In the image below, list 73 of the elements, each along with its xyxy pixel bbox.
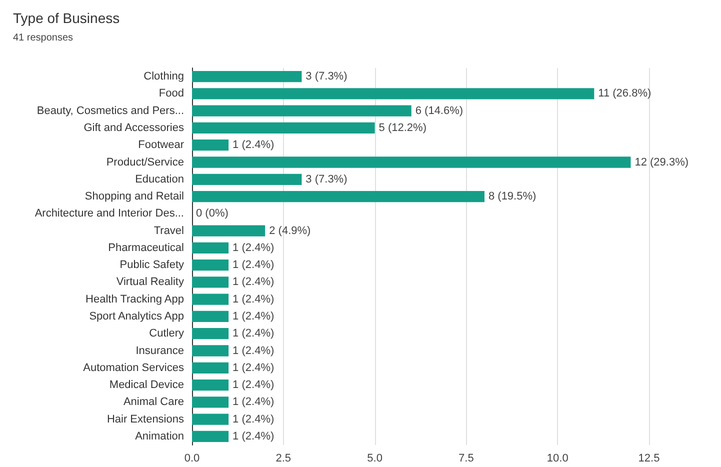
y-tick-label: Shopping and Retail xyxy=(84,190,184,203)
text: 41 responses xyxy=(13,32,74,44)
bar xyxy=(192,396,229,408)
data-label: 2 (4.9%) xyxy=(269,224,311,237)
bar xyxy=(192,140,229,151)
data-label: 1 (2.4%) xyxy=(232,413,274,426)
y-tick-label: Travel xyxy=(154,224,184,237)
y-tick-label: Education xyxy=(135,173,184,186)
bar xyxy=(192,379,229,391)
y-tick-label: Sport Analytics App xyxy=(89,310,184,322)
data-label: 1 (2.4%) xyxy=(232,259,274,272)
y-tick-label: Architecture and Interior Des... xyxy=(34,208,184,220)
bar xyxy=(192,88,594,100)
x-tick-label: 10.0 xyxy=(546,452,568,464)
x-tick-label: 2.5 xyxy=(276,452,292,464)
bar xyxy=(192,276,229,288)
x-tick-label: 7.5 xyxy=(458,452,474,464)
x-tick-label: 12.5 xyxy=(638,452,660,464)
data-label: 1 (2.4%) xyxy=(232,328,274,340)
data-label: 1 (2.4%) xyxy=(232,139,274,152)
data-label: 5 (12.2%) xyxy=(378,122,427,134)
bar xyxy=(192,190,484,202)
y-tick-label: Animation xyxy=(135,430,184,442)
y-tick-label: Medical Device xyxy=(109,379,184,392)
bar xyxy=(192,328,229,340)
y-tick-label: Automation Services xyxy=(83,362,184,374)
text: Type of Business xyxy=(13,10,120,26)
data-label: 1 (2.4%) xyxy=(232,242,274,254)
y-tick-label: Beauty, Cosmetics and Pers... xyxy=(36,104,184,117)
bar xyxy=(192,105,412,116)
y-tick-label: Food xyxy=(158,88,184,100)
bar xyxy=(192,345,229,356)
data-label: 3 (7.3%) xyxy=(306,173,348,186)
bar xyxy=(192,225,266,236)
y-tick-label: Animal Care xyxy=(123,396,184,408)
bar xyxy=(192,260,229,271)
y-tick-label: Cutlery xyxy=(149,328,184,340)
y-tick-label: Gift and Accessories xyxy=(84,122,184,134)
y-tick-label: Insurance xyxy=(136,344,184,357)
data-label: 3 (7.3%) xyxy=(306,70,348,83)
x-tick-label: 5.0 xyxy=(367,452,382,464)
data-label: 1 (2.4%) xyxy=(232,362,274,374)
y-tick-label: Hair Extensions xyxy=(106,413,184,426)
data-label: 1 (2.4%) xyxy=(232,430,274,442)
data-label: 0 (0%) xyxy=(196,208,228,220)
y-tick-label: Pharmaceutical xyxy=(108,242,184,254)
bar xyxy=(192,310,229,322)
data-label: 6 (14.6%) xyxy=(415,104,464,117)
bar xyxy=(192,174,302,185)
y-tick-label: Virtual Reality xyxy=(116,276,184,288)
bar xyxy=(192,430,229,442)
data-label: 1 (2.4%) xyxy=(232,396,274,408)
y-tick-label: Product/Service xyxy=(106,156,184,168)
y-tick-label: Footwear xyxy=(138,139,184,152)
data-label: 12 (29.3%) xyxy=(634,156,689,168)
x-tick-label: 0.0 xyxy=(184,452,200,464)
data-label: 11 (26.8%) xyxy=(598,88,652,100)
y-tick-label: Health Tracking App xyxy=(86,293,184,306)
y-tick-label: Clothing xyxy=(144,70,184,83)
data-label: 1 (2.4%) xyxy=(232,276,274,288)
bar xyxy=(192,71,302,82)
bar xyxy=(192,242,229,254)
bar xyxy=(192,122,375,134)
bar xyxy=(192,156,631,168)
y-tick-label: Public Safety xyxy=(120,259,184,272)
bar xyxy=(192,294,229,305)
bar xyxy=(192,362,229,374)
bar xyxy=(192,414,229,425)
data-label: 1 (2.4%) xyxy=(232,344,274,357)
data-label: 1 (2.4%) xyxy=(232,379,274,392)
data-label: 8 (19.5%) xyxy=(488,190,536,203)
data-label: 1 (2.4%) xyxy=(232,310,274,322)
data-label: 1 (2.4%) xyxy=(232,293,274,306)
